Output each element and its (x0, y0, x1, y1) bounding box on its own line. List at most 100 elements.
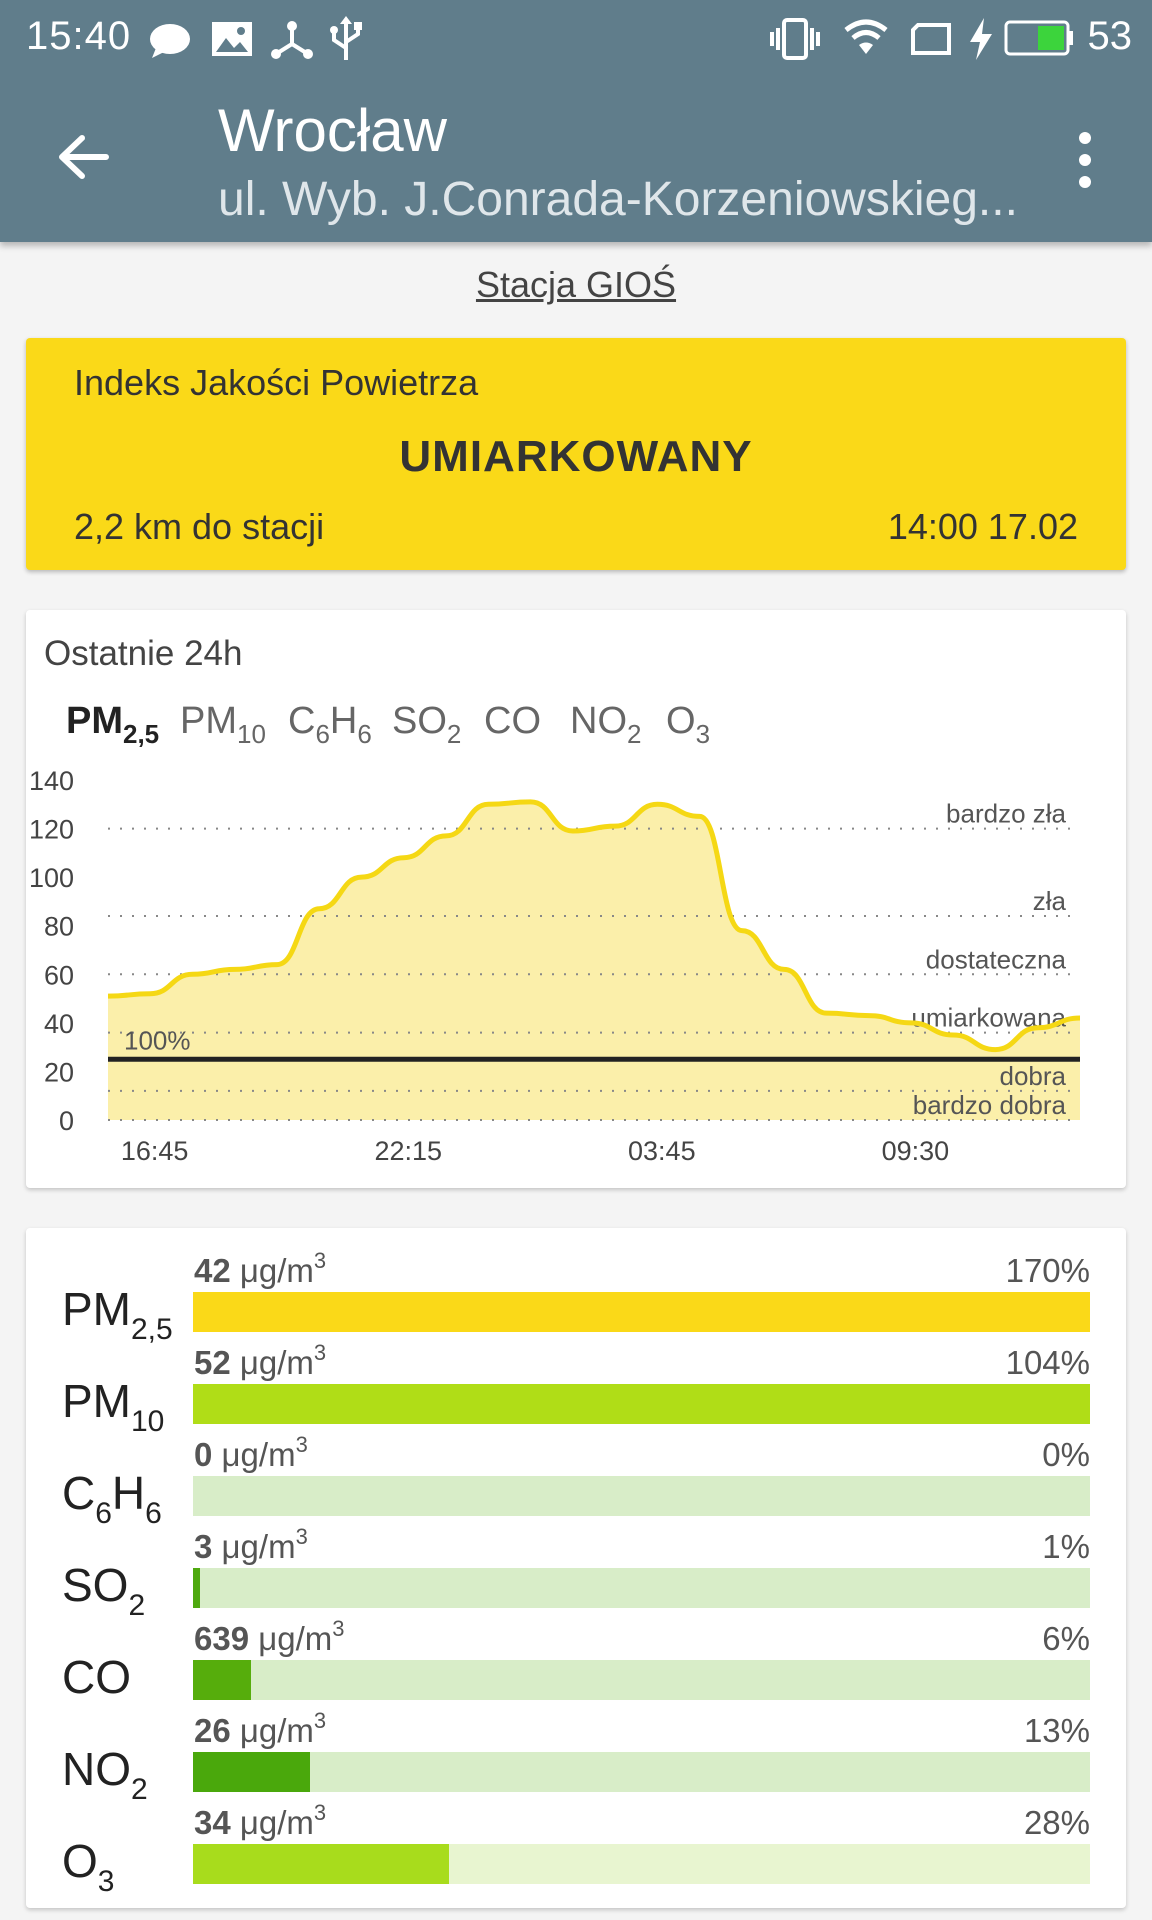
concentration-value: 639 (194, 1620, 250, 1657)
formula-base: PM (180, 700, 237, 742)
y-tick-label: 80 (44, 912, 74, 942)
unit-superscript: 3 (295, 1524, 308, 1549)
x-tick-label: 16:45 (121, 1136, 189, 1166)
chart-card: Ostatnie 24h PM2,5 PM10 C6H6 SO2 CO NO2 O3 0 20… (26, 610, 1126, 1188)
pollutant-row[interactable]: SO2 3 μg/m3 1% (26, 1526, 1126, 1621)
station-distance: 2,2 km do stacji (74, 506, 325, 547)
pollutant-bar-track (193, 1844, 1090, 1884)
formula-base: C (288, 700, 316, 742)
x-tick-label: 22:15 (374, 1136, 442, 1166)
pollutant-bar-track (193, 1568, 1090, 1608)
pollutant-name: O3 (62, 1834, 114, 1897)
formula-base: H (111, 1467, 146, 1519)
aqi-label: Indeks Jakości Powietrza (74, 362, 479, 403)
pollutant-percent: 13% (1023, 1712, 1090, 1749)
formula-subscript: 3 (695, 719, 711, 749)
formula-subscript: 10 (237, 719, 266, 749)
concentration-unit: μg/m (230, 1804, 314, 1841)
usb-icon (330, 16, 362, 60)
pollutant-concentration: 26 μg/m3 (194, 1710, 326, 1750)
station-link-text[interactable]: Stacja GIOŚ (475, 264, 677, 305)
pollutant-row[interactable]: O3 34 μg/m3 28% (26, 1802, 1126, 1897)
pollutant-row[interactable]: PM2,5 42 μg/m3 170% (26, 1250, 1126, 1345)
formula-base: NO (62, 1743, 131, 1795)
concentration-unit: μg/m (212, 1436, 296, 1473)
pollutant-bar-fill (193, 1660, 252, 1700)
pollutant-bar-fill (193, 1292, 1090, 1332)
vibrate-icon (770, 18, 820, 60)
pollutant-concentration: 0 μg/m3 (194, 1434, 308, 1474)
formula-subscript: 10 (131, 1405, 165, 1438)
pollutant-tab[interactable]: O3 (666, 700, 710, 747)
formula-subscript: 2 (128, 1589, 146, 1622)
formula-base: O (62, 1835, 98, 1887)
pollutant-name: SO2 (62, 1558, 145, 1621)
pollutant-concentration: 639 μg/m3 (194, 1618, 345, 1658)
y-tick-label: 140 (29, 766, 74, 796)
unit-superscript: 3 (295, 1432, 308, 1457)
pollutant-bar-track (193, 1384, 1090, 1424)
concentration-unit: μg/m (249, 1620, 333, 1657)
threshold-label: bardzo dobra (913, 1090, 1067, 1120)
pollutant-tab[interactable]: C6H6 (288, 700, 372, 747)
series-line (107, 799, 1081, 1053)
formula-subscript: 2 (627, 719, 642, 749)
formula-base: SO (392, 700, 447, 742)
pollutant-percent: 1% (1042, 1528, 1090, 1565)
pollutant-tab[interactable]: PM2,5 (66, 700, 159, 747)
concentration-unit: μg/m (230, 1344, 314, 1381)
pollutant-percent: 104% (1005, 1344, 1090, 1381)
pollutant-row[interactable]: PM10 52 μg/m3 104% (26, 1342, 1126, 1438)
unit-superscript: 3 (313, 1248, 327, 1273)
concentration-value: 52 (194, 1344, 231, 1381)
history-chart: 0 20 40 60 80 100 120 140 bardzo zła zła dostatecz… (29, 766, 1081, 1166)
pollutant-tab[interactable]: SO2 (392, 700, 461, 747)
threshold-label: zła (1033, 886, 1067, 916)
back-button[interactable] (50, 122, 120, 192)
pollutant-row[interactable]: NO2 26 μg/m3 13% (26, 1710, 1126, 1806)
pollutant-bar-fill (193, 1384, 1090, 1424)
formula-base: C (62, 1467, 96, 1519)
pollutant-bar-track (193, 1476, 1090, 1516)
formula-subscript: 6 (95, 1497, 112, 1530)
usb-tether-icon (271, 21, 313, 59)
status-bar: 15:40 (0, 0, 1152, 76)
pollutant-row[interactable]: CO 639 μg/m3 6% (26, 1618, 1126, 1712)
pollutant-tab[interactable]: NO2 (570, 700, 641, 747)
wifi-icon (844, 19, 888, 54)
pollutant-concentration: 52 μg/m3 (194, 1342, 326, 1382)
threshold-label: dostateczna (926, 944, 1067, 974)
pollutant-name: CO (62, 1650, 131, 1704)
unit-superscript: 3 (332, 1616, 345, 1641)
more-options-button[interactable] (1065, 130, 1105, 190)
station-link[interactable]: Stacja GIOŚ (0, 264, 1152, 306)
limit-line-label: 100% (124, 1025, 191, 1055)
formula-subscript: 2 (446, 719, 462, 749)
pollutant-tab[interactable]: CO (484, 700, 541, 743)
air-quality-index-card: Indeks Jakości Powietrza UMIARKOWANY 2,2… (26, 338, 1126, 570)
y-tick-label: 40 (44, 1009, 74, 1039)
formula-base: H (329, 700, 358, 742)
status-time: 15:40 (26, 14, 132, 58)
pollutant-percent: 170% (1005, 1252, 1090, 1289)
formula-base: PM (66, 700, 123, 742)
formula-subscript: 2 (131, 1773, 148, 1806)
chat-bubble-icon (150, 24, 190, 58)
measurement-time: 14:00 17.02 (887, 506, 1078, 547)
pollutant-name: PM2,5 (62, 1282, 173, 1345)
battery-icon (1004, 20, 1073, 56)
formula-subscript: 6 (357, 719, 372, 749)
unit-superscript: 3 (313, 1340, 327, 1365)
pollutant-tab[interactable]: PM10 (180, 700, 266, 747)
app-bar: 15:40 (0, 0, 1152, 242)
formula-subscript: 6 (145, 1497, 162, 1530)
pollutant-percent: 0% (1042, 1436, 1090, 1473)
concentration-value: 26 (194, 1712, 231, 1749)
concentration-value: 0 (194, 1436, 213, 1473)
pollutant-bar-fill (193, 1844, 449, 1884)
pollutant-row[interactable]: C6H6 0 μg/m3 0% (26, 1434, 1126, 1529)
pollutant-name: C6H6 (62, 1466, 162, 1529)
formula-base: O (666, 700, 696, 742)
formula-subscript: 2,5 (131, 1313, 173, 1346)
x-tick-label: 09:30 (882, 1136, 950, 1166)
